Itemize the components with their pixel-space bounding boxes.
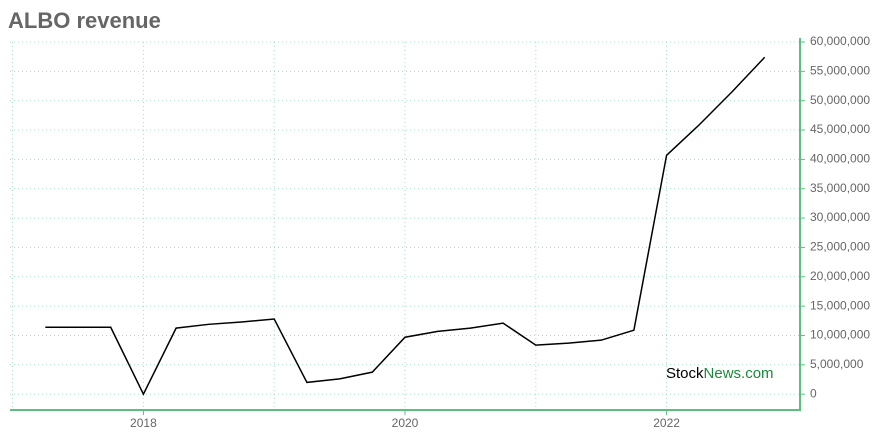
y-tick-label: 25,000,000 [810, 240, 870, 254]
y-tick-label: 20,000,000 [810, 269, 870, 283]
x-tick-label: 2020 [392, 416, 419, 430]
line [45, 56, 766, 396]
y-tick-label: 60,000,000 [810, 34, 870, 48]
watermark-second: News.com [704, 365, 774, 382]
y-tick-label: 30,000,000 [810, 210, 870, 224]
chart-title: ALBO revenue [8, 8, 161, 33]
x-tick-label: 2018 [130, 416, 157, 430]
watermark-first: Stock [666, 365, 704, 382]
y-tick-label: 55,000,000 [810, 64, 870, 78]
watermark: StockNews.com [666, 365, 774, 382]
y-tick-label: 50,000,000 [810, 93, 870, 107]
y-tick-label: 35,000,000 [810, 181, 870, 195]
y-tick-label: 45,000,000 [810, 122, 870, 136]
y-tick-label: 15,000,000 [810, 298, 870, 312]
x-tick-label: 2022 [653, 416, 680, 430]
y-tick-label: 40,000,000 [810, 152, 870, 166]
y-tick-label: 0 [810, 386, 817, 400]
y-tick-label: 10,000,000 [810, 328, 870, 342]
y-tick-label: 5,000,000 [810, 357, 864, 371]
